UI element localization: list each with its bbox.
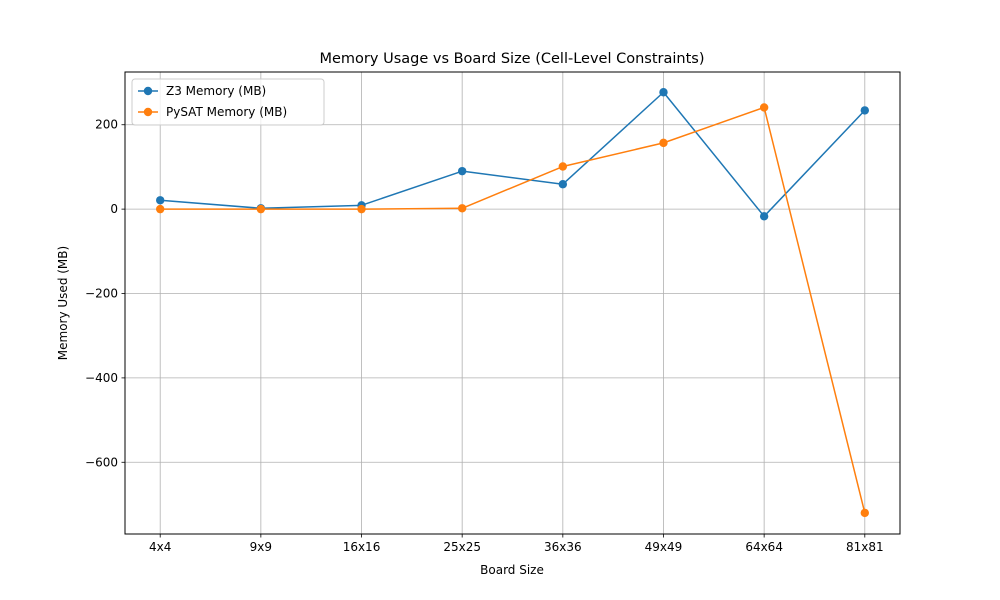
chart-title: Memory Usage vs Board Size (Cell-Level C… [320,51,705,67]
legend-label-z3: Z3 Memory (MB) [166,84,266,98]
y-tick-label: −600 [85,455,118,469]
plot-frame [124,71,901,535]
x-tick-label: 16x16 [343,540,381,554]
legend-marker-z3 [143,86,153,96]
x-tick-label: 64x64 [745,540,783,554]
y-tick-label: 0 [110,202,118,216]
y-tick-label: 200 [95,118,118,132]
data-point-series-1 [759,103,769,112]
data-point-series-1 [357,204,366,214]
data-point-series-1 [558,162,568,171]
axis-ticks: 4x4 9x9 16x16 25x25 36x36 49x49 64x64 81x81 200 0… [85,118,884,554]
data-point-series-0 [558,180,568,189]
data-point-series-0 [659,88,668,97]
y-tick-label: −200 [85,287,118,301]
data-point-series-1 [457,204,467,213]
x-axis-label: Board Size [480,563,544,577]
data-point-series-0 [759,212,769,221]
data-point-series-0 [156,196,165,205]
x-tick-label: 4x4 [149,540,171,554]
x-tick-label: 36x36 [544,540,582,554]
data-point-series-1 [659,138,668,148]
legend: Z3 Memory (MB) PySAT Memory (MB) [131,78,325,126]
x-tick-label: 25x25 [443,540,481,554]
data-point-series-1 [156,204,165,214]
legend-marker-pysat [143,107,153,117]
x-tick-label: 9x9 [250,540,272,554]
series-line-1 [160,106,866,514]
y-axis-label: Memory Used (MB) [56,246,70,360]
data-point-series-1 [860,508,869,518]
data-point-series-0 [860,106,869,115]
x-tick-label: 49x49 [645,540,683,554]
legend-box [131,78,325,126]
x-tick-label: 81x81 [846,540,884,554]
y-tick-label: −400 [85,371,118,385]
plot-series [156,88,869,518]
data-point-series-0 [457,166,467,176]
series-line-0 [160,91,866,218]
data-point-series-1 [256,204,266,214]
legend-label-pysat: PySAT Memory (MB) [166,105,287,119]
